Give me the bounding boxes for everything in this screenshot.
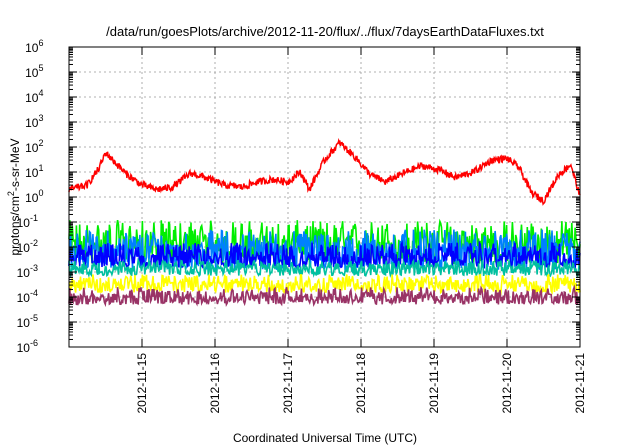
- y-axis: 10-610-510-410-310-210-11001011021031041…: [17, 38, 580, 355]
- y-tick-base: 10: [25, 41, 39, 55]
- series-layer: [68, 137, 581, 308]
- y-tick-base: 10: [25, 91, 39, 105]
- x-axis: 2012-11-15 2012-11-16 2012-11-17 2012-11-18…: [135, 47, 587, 414]
- y-tick-label: 10-1: [17, 213, 38, 230]
- y-tick-exponent: -5: [30, 313, 38, 323]
- y-tick-base: 10: [17, 266, 31, 280]
- y-tick-base: 10: [25, 166, 39, 180]
- y-tick-exponent: 5: [38, 63, 43, 73]
- x-tick-label: 2012-11-21: [573, 353, 587, 414]
- y-tick-base: 10: [25, 191, 39, 205]
- x-tick-label: 2012-11-18: [354, 353, 368, 414]
- y-axis-label-suffix: -s-sr-MeV: [8, 138, 22, 191]
- y-tick-label: 105: [25, 63, 43, 80]
- y-tick-label: 10-2: [17, 238, 38, 255]
- y-axis-label: protons/cm2-s-sr-MeV: [6, 138, 22, 255]
- y-tick-base: 10: [17, 291, 31, 305]
- y-tick-exponent: 3: [38, 113, 43, 123]
- x-tick-label: 2012-11-19: [427, 353, 441, 414]
- y-tick-base: 10: [25, 141, 39, 155]
- y-tick-exponent: 6: [38, 38, 43, 48]
- x-tick-label: 2012-11-17: [281, 353, 295, 414]
- y-tick-exponent: 2: [38, 138, 43, 148]
- y-tick-base: 10: [17, 341, 31, 355]
- series-line-5: [68, 257, 580, 279]
- y-axis-label-prefix: protons/cm: [8, 196, 22, 255]
- y-tick-exponent: -1: [30, 213, 38, 223]
- y-tick-base: 10: [25, 116, 39, 130]
- y-tick-exponent: -6: [30, 338, 38, 348]
- y-axis-label-superscript: 2: [6, 191, 16, 196]
- y-tick-label: 104: [25, 88, 43, 105]
- y-tick-exponent: 0: [38, 188, 43, 198]
- y-tick-exponent: -2: [30, 238, 38, 248]
- y-tick-base: 10: [17, 241, 31, 255]
- y-tick-exponent: -4: [30, 288, 38, 298]
- x-tick-label: 2012-11-15: [135, 353, 149, 414]
- y-tick-exponent: 1: [38, 163, 43, 173]
- y-tick-base: 10: [17, 316, 31, 330]
- y-tick-base: 10: [17, 216, 31, 230]
- series-line-1: [68, 137, 581, 206]
- y-tick-base: 10: [25, 66, 39, 80]
- y-tick-label: 10-5: [17, 313, 38, 330]
- y-tick-label: 100: [25, 188, 43, 205]
- y-tick-label: 101: [25, 163, 43, 180]
- series-line-4: [68, 239, 581, 271]
- x-tick-label: 2012-11-20: [500, 353, 514, 414]
- x-axis-label: Coordinated Universal Time (UTC): [233, 431, 417, 445]
- y-tick-label: 103: [25, 113, 43, 130]
- x-tick-label: 2012-11-16: [208, 353, 222, 414]
- y-tick-label: 102: [25, 138, 43, 155]
- y-tick-label: 10-4: [17, 288, 38, 305]
- chart-title: /data/run/goesPlots/archive/2012-11-20/f…: [106, 24, 544, 39]
- y-tick-exponent: -3: [30, 263, 38, 273]
- series-line-6: [68, 273, 581, 296]
- y-tick-label: 106: [25, 38, 43, 55]
- y-tick-label: 10-6: [17, 338, 38, 355]
- y-tick-exponent: 4: [38, 88, 43, 98]
- series-line-7: [68, 284, 581, 308]
- y-tick-label: 10-3: [17, 263, 38, 280]
